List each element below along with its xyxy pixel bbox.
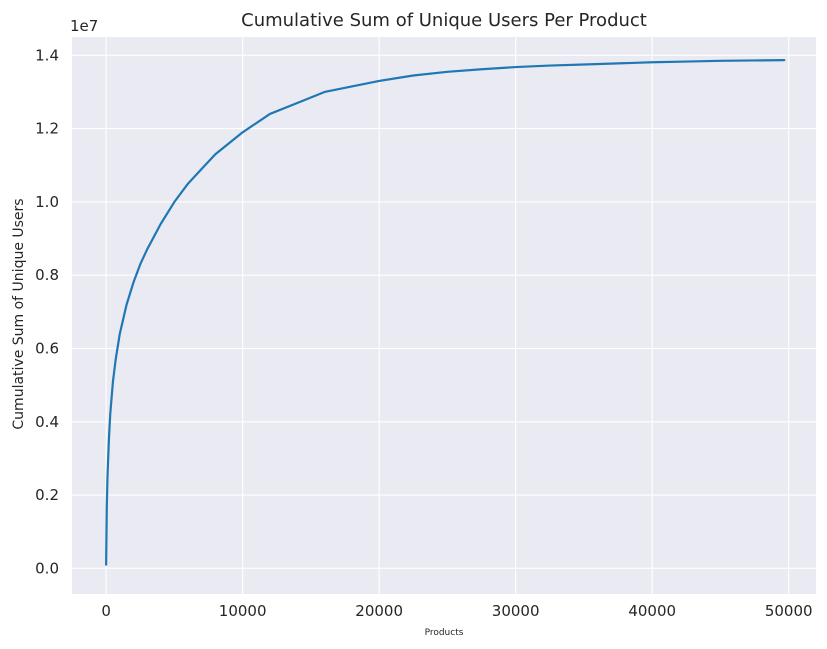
y-offset-label: 1e7 [70,17,98,35]
y-tick-label: 0.2 [35,486,59,504]
chart-title: Cumulative Sum of Unique Users Per Produ… [241,10,647,31]
x-tick-label: 0 [101,602,111,620]
y-tick-label: 0.0 [35,559,59,577]
x-tick-label: 20000 [355,602,403,620]
x-tick-label: 30000 [492,602,540,620]
y-tick-label: 0.8 [35,266,59,284]
series-line [105,58,786,566]
series-layer [105,58,786,566]
x-tick-label: 10000 [219,602,267,620]
y-tick-label: 1.0 [35,193,59,211]
y-tick-label: 1.4 [35,46,59,64]
grid [72,37,816,594]
x-tick-label: 50000 [765,602,813,620]
y-tick-label: 0.6 [35,339,59,357]
y-tick-label: 1.2 [35,120,59,138]
plot-area [72,37,816,594]
y-axis: 0.0 0.2 0.4 0.6 0.8 1.0 1.2 1.4 [35,46,59,577]
x-axis: 0 10000 20000 30000 40000 50000 [101,602,812,620]
y-tick-label: 0.4 [35,413,59,431]
x-axis-label: Products [425,628,464,638]
y-axis-label: Cumulative Sum of Unique Users [11,198,27,429]
x-tick-label: 40000 [628,602,676,620]
